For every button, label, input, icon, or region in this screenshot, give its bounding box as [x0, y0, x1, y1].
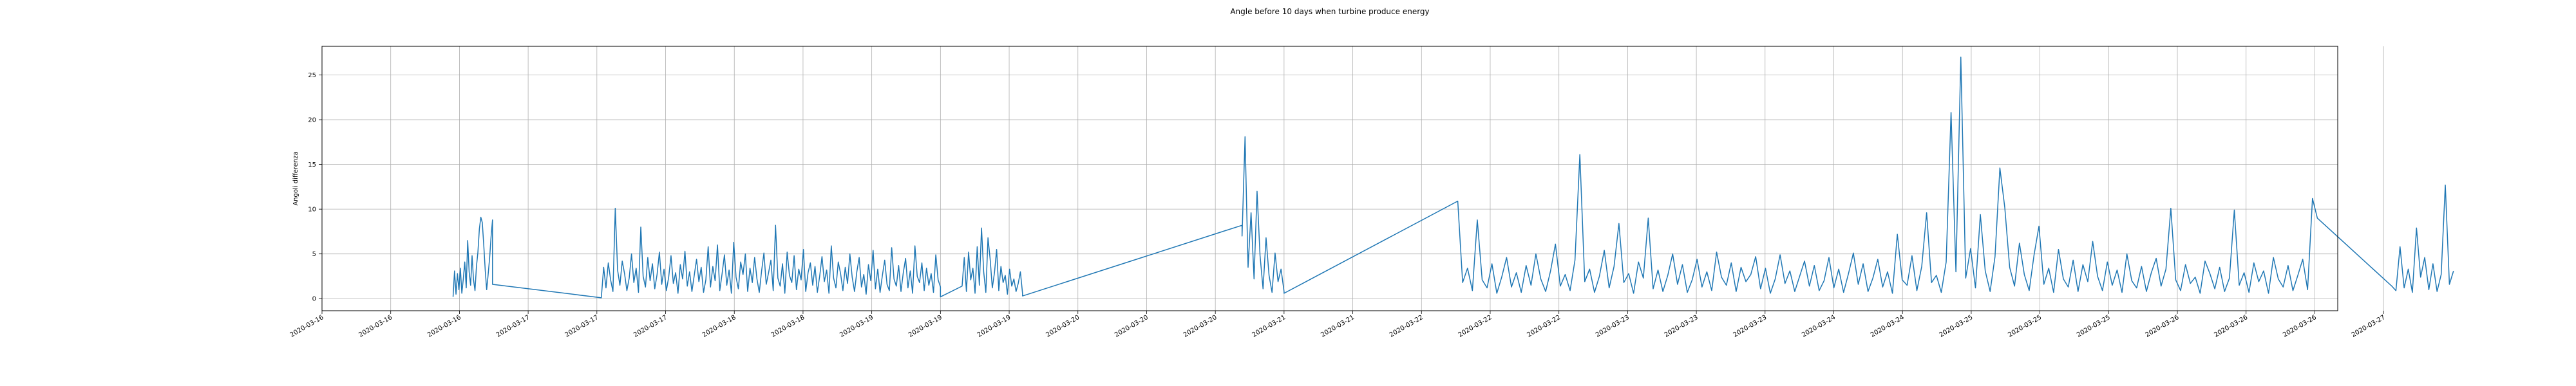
x-tick-label: 2020-03-27: [2351, 314, 2387, 339]
x-tick-label: 2020-03-23: [1595, 314, 1631, 339]
x-tick-label: 2020-03-20: [1113, 314, 1150, 339]
x-tick-label: 2020-03-23: [1732, 314, 1768, 339]
y-axis: 0 5 10 15 20 25: [308, 72, 322, 303]
x-tick-label: 2020-03-24: [1870, 314, 1906, 339]
x-tick-label: 2020-03-25: [2076, 314, 2112, 339]
y-tick-label: 0: [312, 296, 316, 303]
y-tick-label: 25: [308, 72, 316, 79]
x-tick-label: 2020-03-23: [1663, 314, 1700, 339]
y-tick-label: 10: [308, 207, 316, 214]
x-tick-label: 2020-03-22: [1457, 314, 1493, 339]
x-tick-label: 2020-03-17: [495, 314, 531, 339]
y-tick-label: 20: [308, 117, 316, 124]
data-series: [452, 56, 2454, 299]
x-tick-label: 2020-03-18: [701, 314, 737, 339]
x-tick-label: 2020-03-26: [2282, 314, 2318, 339]
x-tick-label: 2020-03-26: [2213, 314, 2249, 339]
chart-title: Angle before 10 days when turbine produc…: [1230, 7, 1429, 16]
x-tick-label: 2020-03-20: [1045, 314, 1081, 339]
x-tick-label: 2020-03-26: [2145, 314, 2181, 339]
x-tick-label: 2020-03-19: [838, 314, 875, 339]
x-tick-label: 2020-03-20: [1182, 314, 1218, 339]
x-tick-label: 2020-03-25: [1938, 314, 1975, 339]
y-axis-label: Angoli differenza: [292, 151, 299, 205]
x-tick-label: 2020-03-22: [1526, 314, 1562, 339]
x-tick-label: 2020-03-18: [770, 314, 806, 339]
x-tick-label: 2020-03-22: [1388, 314, 1425, 339]
x-tick-label: 2020-03-16: [426, 314, 462, 339]
plot-frame: [321, 46, 2338, 311]
x-axis: 2020-03-16 2020-03-16 2020-03-16 2020-03-17…: [289, 311, 2387, 339]
x-tick-label: 2020-03-24: [1801, 314, 1837, 339]
x-tick-label: 2020-03-16: [357, 314, 393, 339]
x-tick-label: 2020-03-21: [1251, 314, 1287, 339]
x-tick-label: 2020-03-19: [976, 314, 1012, 339]
x-tick-label: 2020-03-16: [289, 314, 325, 339]
grid-lines: [321, 46, 2384, 311]
x-tick-label: 2020-03-21: [1320, 314, 1356, 339]
x-tick-label: 2020-03-17: [564, 314, 600, 339]
x-tick-label: 2020-03-17: [632, 314, 668, 339]
x-tick-label: 2020-03-25: [2007, 314, 2043, 339]
y-tick-label: 5: [312, 251, 316, 258]
y-tick-label: 15: [308, 161, 316, 169]
x-tick-label: 2020-03-19: [907, 314, 943, 339]
series-line: [452, 56, 2454, 299]
